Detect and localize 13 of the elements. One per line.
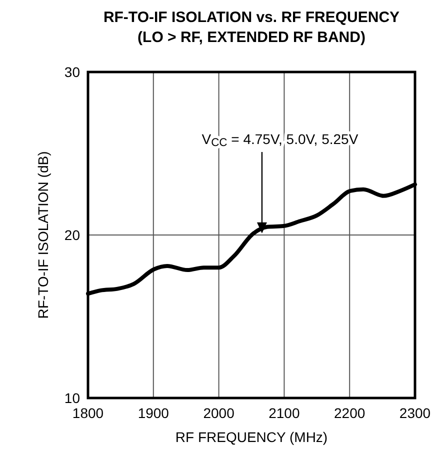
x-tick-label: 1800 [72,405,104,421]
y-tick-label: 30 [64,64,80,80]
y-tick-label: 10 [64,390,80,406]
x-tick-label: 2100 [268,405,300,421]
x-axis-title: RF FREQUENCY (MHz) [175,429,328,445]
y-tick-label: 20 [64,227,80,243]
x-tick-label: 2200 [334,405,366,421]
x-tick-label: 1900 [138,405,170,421]
chart-subtitle: (LO > RF, EXTENDED RF BAND) [138,29,366,46]
x-tick-label: 2000 [203,405,235,421]
y-axis-title: RF-TO-IF ISOLATION (dB) [35,151,51,319]
chart-title: RF-TO-IF ISOLATION vs. RF FREQUENCY [103,9,400,26]
x-tick-label: 2300 [399,405,431,421]
